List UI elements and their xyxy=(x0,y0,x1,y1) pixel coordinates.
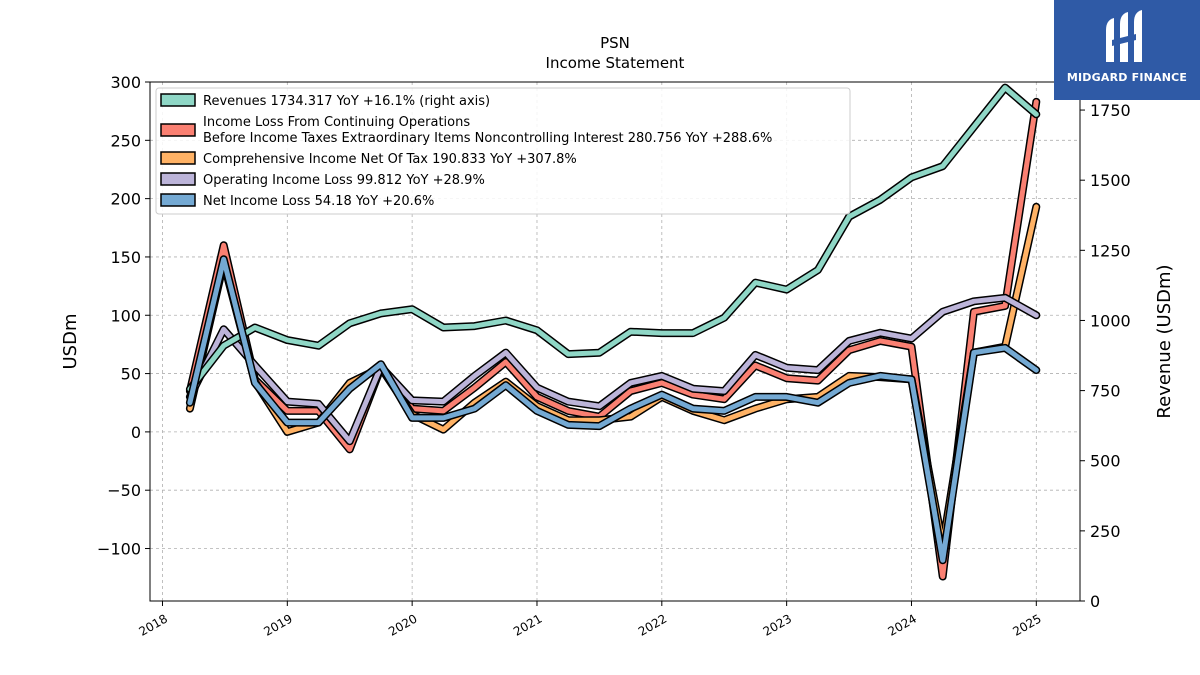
legend-swatch-3 xyxy=(160,172,196,186)
x-tick-label: 2022 xyxy=(636,611,669,638)
left-tick-label: 250 xyxy=(110,131,141,150)
legend-label-4: Net Income Loss 54.18 YoY +20.6% xyxy=(203,194,434,209)
legend-swatch-2 xyxy=(160,151,196,165)
legend-label-1: Before Income Taxes Extraordinary Items … xyxy=(203,131,772,146)
left-tick-label: −100 xyxy=(97,540,141,559)
left-tick-label: 100 xyxy=(110,306,141,325)
series-line-0 xyxy=(187,99,1039,579)
left-tick-label: 300 xyxy=(110,73,141,92)
legend-label-1: Income Loss From Continuing Operations xyxy=(203,115,470,130)
x-tick-label: 2018 xyxy=(137,611,170,638)
legend-label-3: Operating Income Loss 99.812 YoY +28.9% xyxy=(203,173,485,188)
chart-subtitle: Income Statement xyxy=(546,54,685,72)
x-axis: 2018 2019 2020 2021 2022 2023 2024 2025 xyxy=(137,601,1044,639)
midgard-logo-mark-icon xyxy=(1106,10,1142,62)
logo-text: MIDGARD FINANCE xyxy=(1066,71,1188,84)
right-tick-label: 1500 xyxy=(1090,171,1131,190)
legend: Revenues 1734.317 YoY +16.1% (right axis… xyxy=(155,87,851,215)
y-axis-right-label: Revenue (USDm) xyxy=(1154,264,1175,418)
series-line-4 xyxy=(187,256,1039,563)
series-group xyxy=(185,83,1041,581)
left-tick-label: 150 xyxy=(110,248,141,267)
right-tick-label: 1000 xyxy=(1090,311,1131,330)
midgard-finance-logo: MIDGARD FINANCE xyxy=(1054,0,1200,100)
left-tick-label: −50 xyxy=(107,481,141,500)
right-tick-label: 1250 xyxy=(1090,241,1131,260)
chart-title: PSN xyxy=(600,34,630,52)
right-tick-label: 750 xyxy=(1090,382,1121,401)
series-line-2 xyxy=(187,295,1039,444)
left-tick-label: 0 xyxy=(131,423,141,442)
legend-swatch-4 xyxy=(160,193,196,207)
left-axis: −100 −50 0 50 100 150 200 250 300 xyxy=(97,73,150,559)
legend-label-0: Revenues 1734.317 YoY +16.1% (right axis… xyxy=(203,94,490,109)
plot-frame xyxy=(149,81,1081,602)
x-tick-label: 2025 xyxy=(1010,611,1043,638)
x-tick-label: 2019 xyxy=(261,611,294,638)
legend-box xyxy=(155,87,851,215)
x-tick-label: 2021 xyxy=(511,611,544,638)
legend-swatch-1 xyxy=(160,123,196,137)
left-tick-label: 50 xyxy=(121,365,141,384)
right-tick-label: 0 xyxy=(1090,592,1100,611)
right-tick-label: 250 xyxy=(1090,522,1121,541)
series-line-3 xyxy=(187,85,1039,392)
right-axis: 0 250 500 750 1000 1250 1500 1750 xyxy=(1080,101,1131,611)
left-tick-label: 200 xyxy=(110,190,141,209)
y-axis-label: USDm xyxy=(60,314,81,370)
legend-swatch-0 xyxy=(160,93,196,107)
x-tick-label: 2020 xyxy=(386,611,419,638)
right-tick-label: 500 xyxy=(1090,452,1121,471)
legend-label-2: Comprehensive Income Net Of Tax 190.833 … xyxy=(203,152,577,167)
x-tick-label: 2024 xyxy=(886,611,919,638)
x-tick-label: 2023 xyxy=(761,611,794,638)
right-tick-label: 1750 xyxy=(1090,101,1131,120)
